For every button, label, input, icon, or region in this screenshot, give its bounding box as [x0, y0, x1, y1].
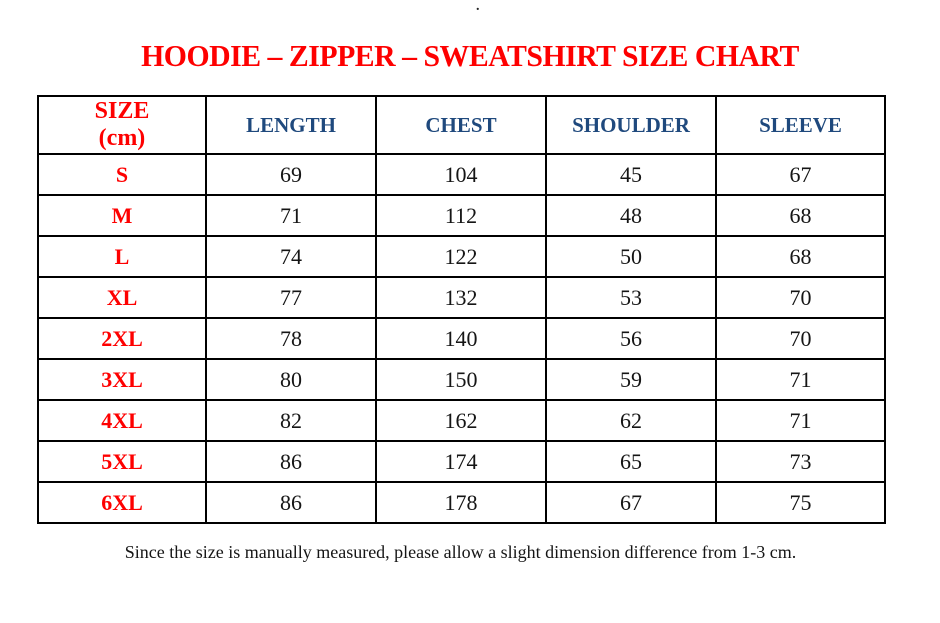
cell-length: 71	[205, 194, 377, 237]
cell-shoulder: 65	[545, 440, 717, 483]
cell-chest: 140	[375, 317, 547, 360]
cell-sleeve: 68	[715, 235, 886, 278]
size-header-line1: SIZE	[94, 98, 150, 125]
cell-shoulder: 56	[545, 317, 717, 360]
size-chart-table: SIZE (cm) LENGTH CHEST SHOULDER SLEEVE S…	[37, 95, 886, 524]
stray-dot-mark: .	[476, 0, 480, 14]
cell-sleeve: 70	[715, 317, 886, 360]
cell-length: 82	[205, 399, 377, 442]
cell-chest: 150	[375, 358, 547, 401]
cell-shoulder: 59	[545, 358, 717, 401]
row-label-size: 3XL	[37, 358, 207, 401]
table-row-4xl: 4XL 82 162 62 71	[37, 399, 886, 442]
cell-sleeve: 67	[715, 153, 886, 196]
cell-length: 74	[205, 235, 377, 278]
size-header-line2: (cm)	[98, 125, 146, 151]
cell-chest: 112	[375, 194, 547, 237]
table-row-s: S 69 104 45 67	[37, 153, 886, 196]
column-header-size: SIZE (cm)	[37, 95, 207, 155]
cell-shoulder: 67	[545, 481, 717, 524]
row-label-size: L	[37, 235, 207, 278]
row-label-size: 4XL	[37, 399, 207, 442]
row-label-size: 6XL	[37, 481, 207, 524]
row-label-size: 5XL	[37, 440, 207, 483]
cell-shoulder: 62	[545, 399, 717, 442]
cell-sleeve: 70	[715, 276, 886, 319]
cell-length: 69	[205, 153, 377, 196]
cell-chest: 178	[375, 481, 547, 524]
cell-chest: 174	[375, 440, 547, 483]
row-label-size: XL	[37, 276, 207, 319]
column-header-chest: CHEST	[375, 95, 547, 155]
row-label-size: 2XL	[37, 317, 207, 360]
table-row-xl: XL 77 132 53 70	[37, 276, 886, 319]
content-area: SIZE (cm) LENGTH CHEST SHOULDER SLEEVE S…	[37, 95, 886, 563]
row-label-size: M	[37, 194, 207, 237]
cell-shoulder: 48	[545, 194, 717, 237]
cell-shoulder: 53	[545, 276, 717, 319]
cell-chest: 132	[375, 276, 547, 319]
table-row-3xl: 3XL 80 150 59 71	[37, 358, 886, 401]
cell-chest: 122	[375, 235, 547, 278]
cell-length: 86	[205, 440, 377, 483]
table-header-row: SIZE (cm) LENGTH CHEST SHOULDER SLEEVE	[37, 95, 886, 155]
footnote: Since the size is manually measured, ple…	[124, 542, 797, 562]
table-row-5xl: 5XL 86 174 65 73	[37, 440, 886, 483]
cell-sleeve: 75	[715, 481, 886, 524]
column-header-length: LENGTH	[205, 95, 377, 155]
cell-shoulder: 50	[545, 235, 717, 278]
cell-length: 80	[205, 358, 377, 401]
table-row-m: M 71 112 48 68	[37, 194, 886, 237]
cell-sleeve: 71	[715, 358, 886, 401]
table-row-2xl: 2XL 78 140 56 70	[37, 317, 886, 360]
column-header-shoulder: SHOULDER	[545, 95, 717, 155]
cell-chest: 104	[375, 153, 547, 196]
table-row-l: L 74 122 50 68	[37, 235, 886, 278]
page-title: HOODIE – ZIPPER – SWEATSHIRT SIZE CHART	[141, 38, 799, 73]
cell-length: 86	[205, 481, 377, 524]
cell-chest: 162	[375, 399, 547, 442]
column-header-sleeve: SLEEVE	[715, 95, 886, 155]
row-label-size: S	[37, 153, 207, 196]
cell-shoulder: 45	[545, 153, 717, 196]
cell-sleeve: 73	[715, 440, 886, 483]
cell-length: 78	[205, 317, 377, 360]
table-row-6xl: 6XL 86 178 67 75	[37, 481, 886, 524]
cell-length: 77	[205, 276, 377, 319]
cell-sleeve: 68	[715, 194, 886, 237]
cell-sleeve: 71	[715, 399, 886, 442]
